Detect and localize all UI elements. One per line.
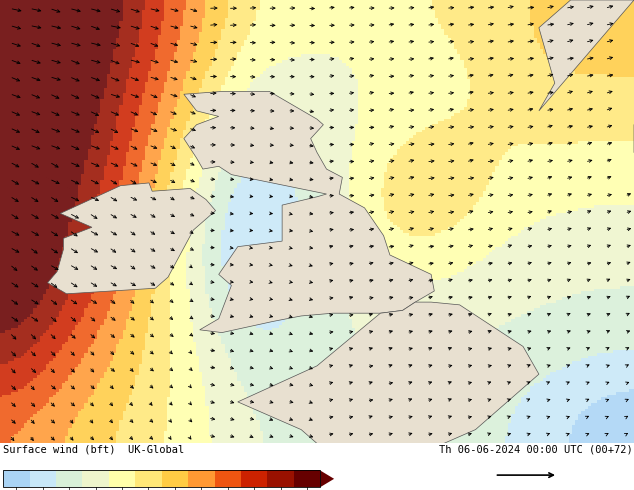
Bar: [30, 470, 56, 487]
Polygon shape: [320, 470, 334, 487]
Text: Th 06-06-2024 00:00 UTC (00+72): Th 06-06-2024 00:00 UTC (00+72): [439, 444, 633, 454]
Bar: [214, 470, 241, 487]
Bar: [3, 470, 30, 487]
Text: Surface wind (bft)  UK-Global: Surface wind (bft) UK-Global: [3, 444, 184, 454]
Bar: [135, 470, 162, 487]
Polygon shape: [238, 302, 539, 443]
Bar: [109, 470, 135, 487]
Bar: [82, 470, 109, 487]
Bar: [56, 470, 82, 487]
Bar: [188, 470, 214, 487]
Polygon shape: [539, 0, 634, 111]
Polygon shape: [48, 183, 216, 294]
Bar: [3, 470, 320, 487]
Bar: [162, 470, 188, 487]
Bar: [241, 470, 268, 487]
Bar: [268, 470, 294, 487]
Polygon shape: [184, 92, 434, 333]
Bar: [294, 470, 320, 487]
